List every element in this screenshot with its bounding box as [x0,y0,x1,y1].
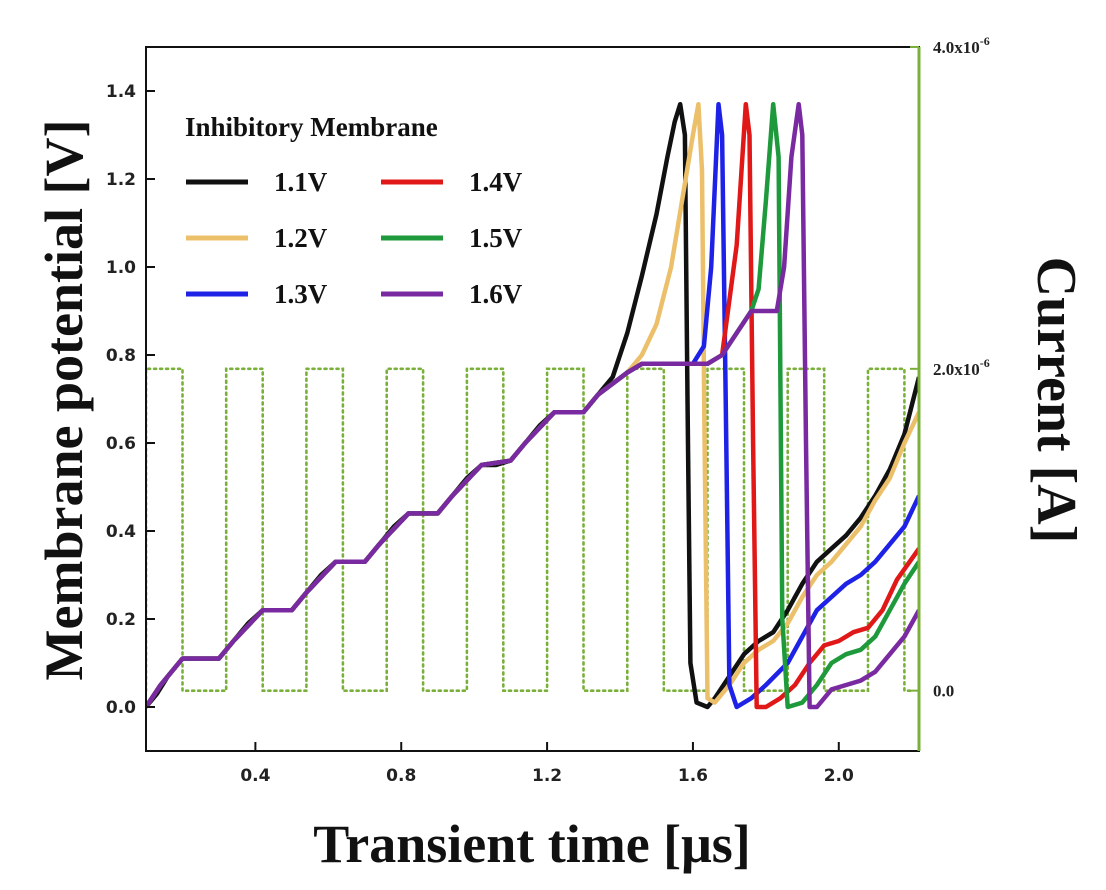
legend-label: 1.2V [274,223,328,253]
x-axis-title: Transient time [μs] [313,814,751,874]
legend-label: 1.3V [274,279,328,309]
y-tick-label: 0.6 [106,434,136,454]
y-axis-ticks: 0.0 0.2 0.4 0.6 0.8 1.0 1.2 1.4 [106,82,155,718]
x-tick-label: 0.8 [386,766,416,786]
right-axis-title: Current [A] [1025,257,1087,544]
right-tick-exp: -6 [980,356,990,370]
legend: Inhibitory Membrane 1.1V 1.2V 1.3V 1.4V 1.5V… [185,112,523,309]
x-tick-label: 1.2 [532,766,562,786]
membrane-series-group [146,101,919,710]
right-tick-base: 2.0x10 [933,360,980,379]
legend-label: 1.4V [469,167,523,197]
input-current-series [146,367,913,692]
x-tick-label: 1.6 [678,766,708,786]
right-tick-label: 2.0x10-6 [933,356,990,379]
y-tick-label: 0.4 [106,522,136,542]
legend-label: 1.6V [469,279,523,309]
y-tick-label: 1.0 [106,258,136,278]
right-tick-label: 4.0x10-6 [933,34,990,57]
y-tick-label: 0.8 [106,346,136,366]
series-line-1.6V [146,101,919,710]
right-axis-ticks: 0.02.0x10-64.0x10-6 [910,34,990,701]
y-tick-label: 1.4 [106,82,136,102]
right-tick-exp: -6 [980,34,990,48]
legend-label: 1.5V [469,223,523,253]
x-tick-label: 0.4 [240,766,270,786]
x-axis-ticks: 0.4 0.8 1.2 1.6 2.0 [240,742,854,786]
right-tick-base: 4.0x10 [933,38,980,57]
y-axis-title: Membrane potential [V] [34,120,94,681]
input-current-line [146,367,913,692]
legend-title: Inhibitory Membrane [185,112,438,142]
x-tick-label: 2.0 [824,766,854,786]
right-tick-label: 0.0 [933,682,954,701]
right-tick-base: 0.0 [933,682,954,701]
legend-label: 1.1V [274,167,328,197]
y-tick-label: 0.0 [106,698,136,718]
y-tick-label: 1.2 [106,170,136,190]
y-tick-label: 0.2 [106,610,136,630]
